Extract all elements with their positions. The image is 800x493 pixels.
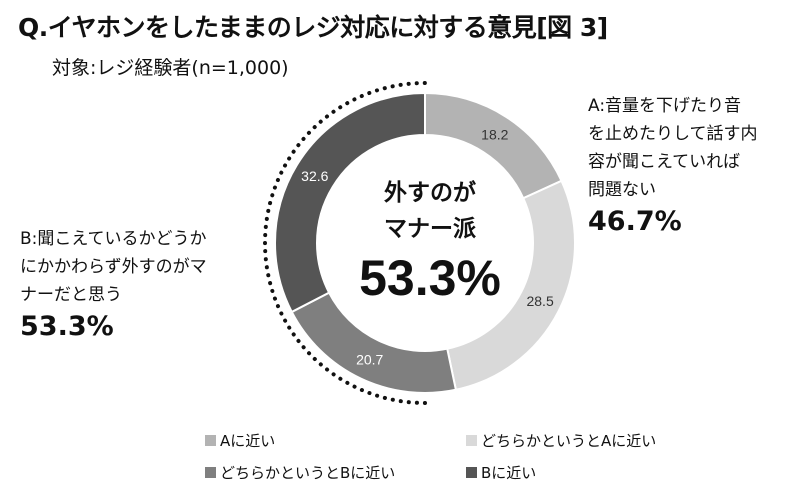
opinion-b-percent: 53.3% — [20, 311, 114, 342]
legend-item: Aに近い — [205, 430, 275, 451]
opinion-a: A:音量を下げたり音 を止めたりして話す内 容が聞こえていれば 問題ない 46.… — [588, 92, 758, 236]
legend-swatch — [205, 435, 216, 446]
legend-item: Bに近い — [466, 462, 536, 483]
center-value: 53.3% — [359, 250, 501, 306]
legend-swatch — [466, 435, 477, 446]
legend-label: Bに近い — [481, 464, 537, 482]
opinion-b-line: ナーだと思う — [20, 285, 122, 305]
opinion-a-line: A:音量を下げたり音 — [588, 96, 742, 116]
slice-value-label: 28.5 — [526, 293, 553, 309]
legend-item: どちらかというとBに近い — [205, 462, 395, 483]
center-label-line: 外すのが — [384, 180, 476, 206]
center-label-line: マナー派 — [384, 216, 476, 242]
chart-title: Q.イヤホンをしたままのレジ対応に対する意見[図 3] — [18, 13, 608, 42]
legend-swatch — [466, 467, 477, 478]
slice-value-label: 20.7 — [356, 352, 383, 368]
donut-slice — [274, 91, 426, 314]
opinion-a-percent: 46.7% — [588, 206, 682, 237]
opinion-b-line: にかかわらず外すのがマ — [20, 257, 207, 277]
opinion-b: B:聞こえているかどうか にかかわらず外すのがマ ナーだと思う 53.3% — [20, 225, 207, 341]
legend-swatch — [205, 467, 216, 478]
legend-label: どちらかというとAに近い — [481, 432, 657, 450]
legend-item: どちらかというとAに近い — [466, 430, 656, 451]
opinion-a-line: 容が聞こえていれば — [588, 152, 741, 172]
legend-label: どちらかというとBに近い — [220, 464, 396, 482]
slice-value-label: 32.6 — [301, 168, 328, 184]
slice-value-label: 18.2 — [481, 127, 508, 143]
opinion-a-line: 問題ない — [588, 180, 656, 200]
legend-label: Aに近い — [220, 432, 276, 450]
chart-subtitle: 対象:レジ経験者(n=1,000) — [52, 57, 289, 79]
center-summary: 外すのが マナー派 53.3% — [310, 175, 550, 309]
opinion-a-line: を止めたりして話す内 — [588, 124, 758, 144]
opinion-b-line: B:聞こえているかどうか — [20, 229, 207, 249]
majority-dotted-arc — [263, 81, 427, 405]
